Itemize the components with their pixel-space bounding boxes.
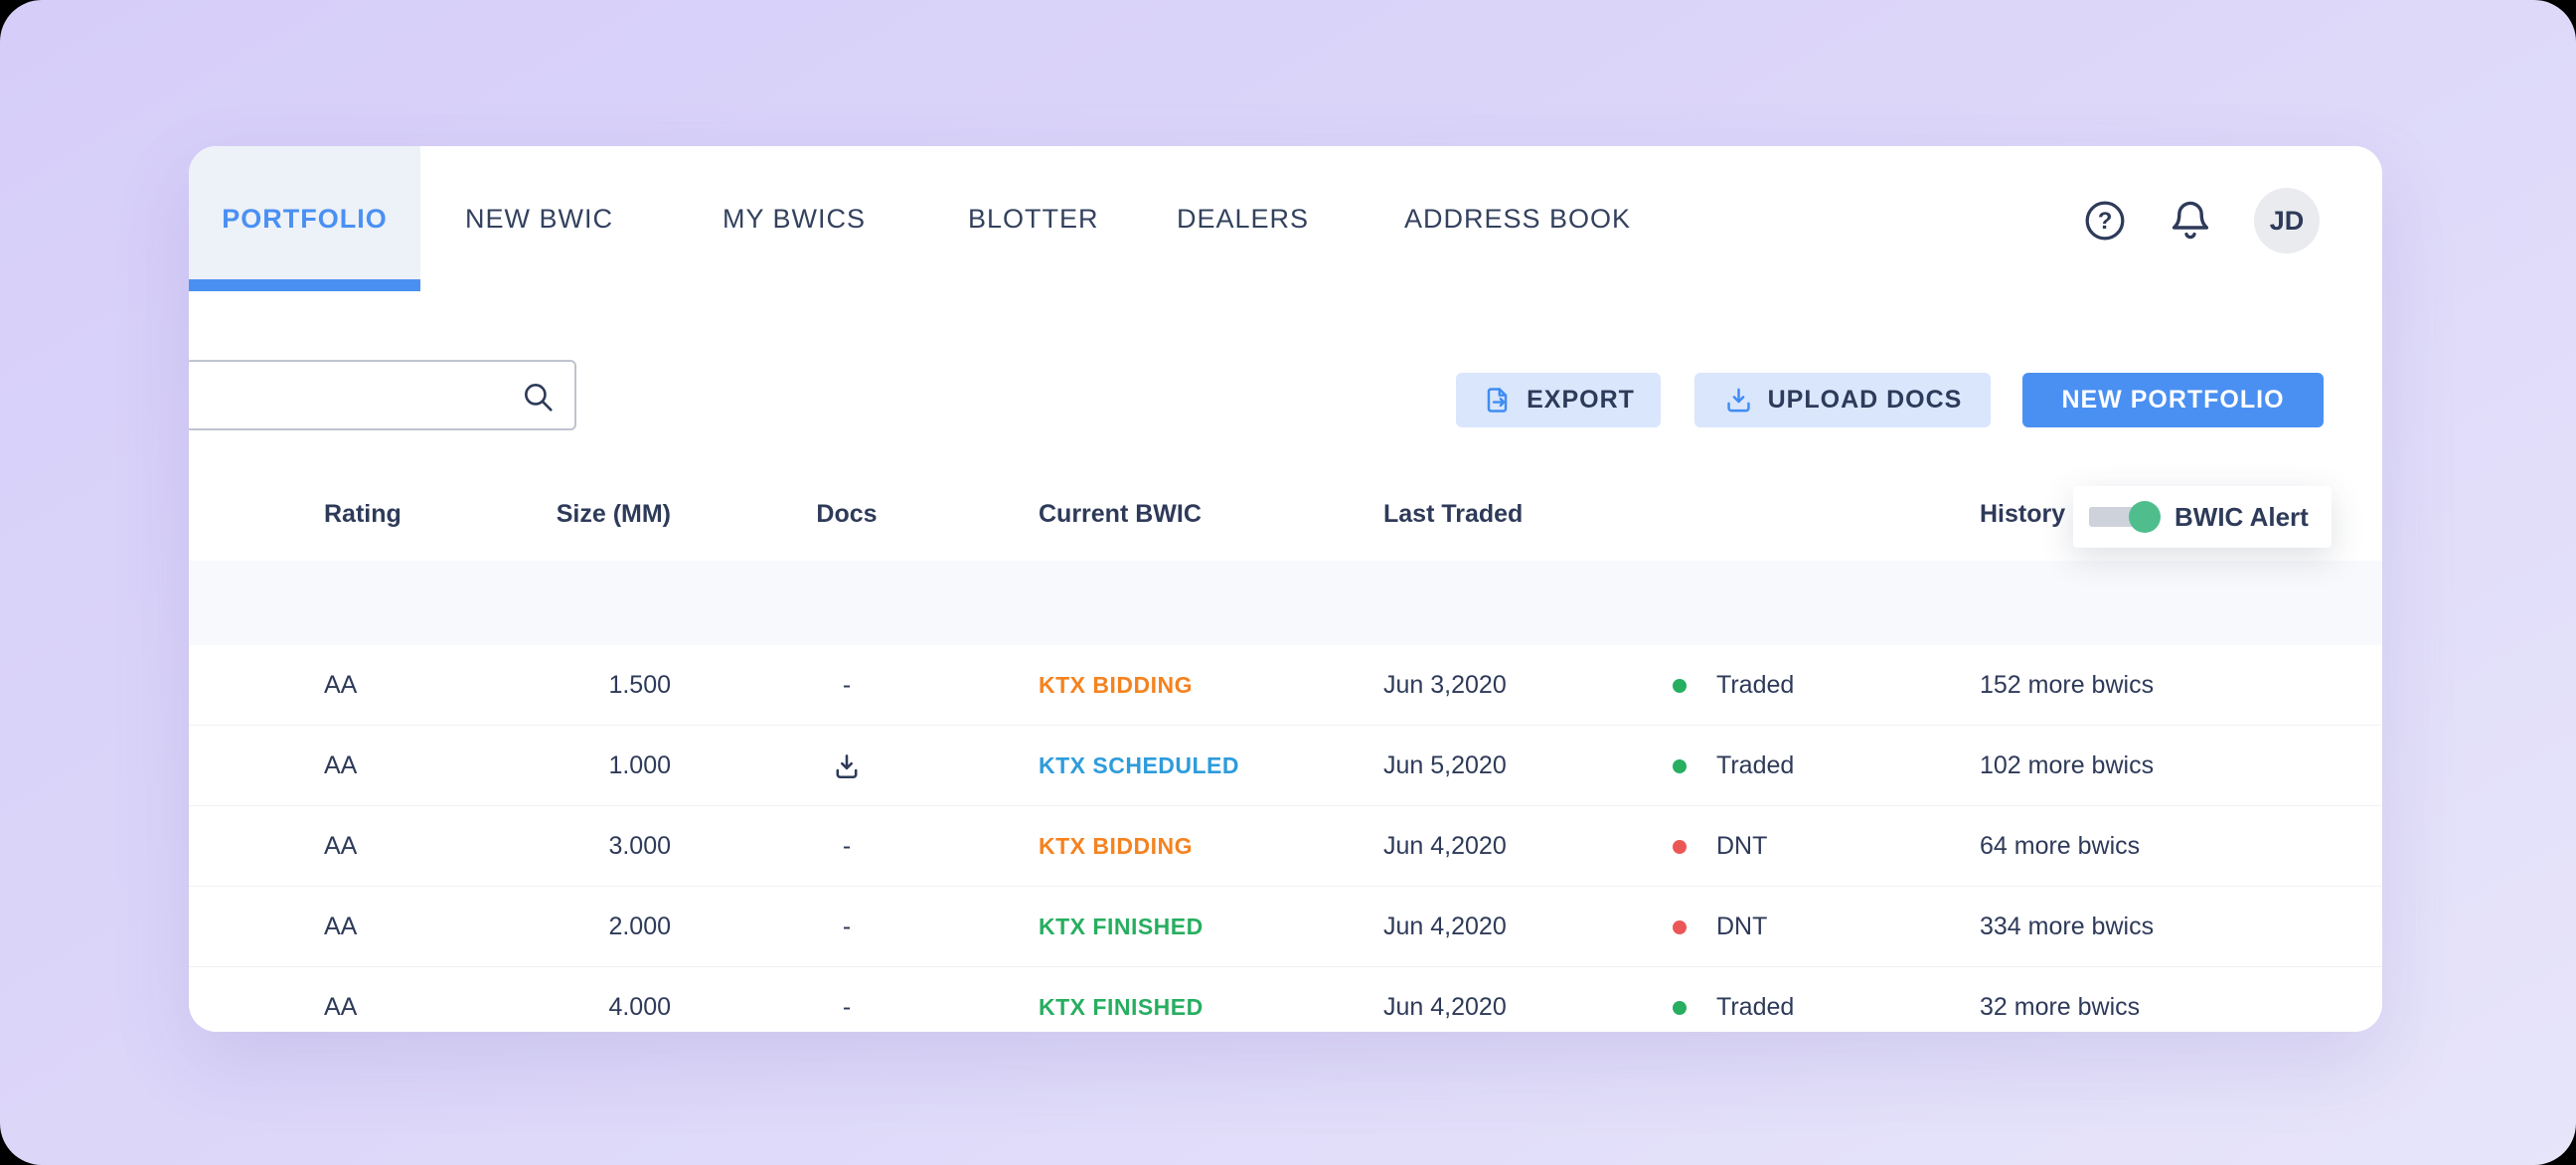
table-row[interactable]: AA 4.000 - KTX FINISHED Jun 4,2020 Trade… [189, 967, 2382, 1032]
current-bwic-link[interactable]: KTX BIDDING [1039, 833, 1193, 859]
status-dot [1673, 840, 1687, 854]
size-cell: 1.000 [608, 751, 671, 779]
rating-cell: AA [324, 751, 358, 779]
export-button[interactable]: EXPORT [1456, 373, 1661, 427]
docs-cell: - [842, 993, 852, 1021]
last-traded-cell: Jun 4,2020 [1383, 832, 1507, 860]
status-dot [1673, 679, 1687, 693]
tab-portfolio-label: PORTFOLIO [222, 204, 388, 234]
active-tab-underline [189, 279, 420, 291]
size-cell: 1.500 [608, 671, 671, 699]
status-label: DNT [1716, 913, 1768, 940]
tab-address-book-label: ADDRESS BOOK [1404, 204, 1632, 234]
history-link[interactable]: 32 more bwics [1980, 993, 2141, 1021]
search-input[interactable] [189, 362, 574, 428]
column-header-last-traded: Last Traded [1383, 500, 1524, 528]
help-icon[interactable]: ? [2082, 198, 2128, 249]
status-dot [1673, 759, 1687, 773]
tab-new-bwic[interactable]: NEW BWIC [465, 146, 613, 291]
status-label: Traded [1716, 751, 1795, 779]
table-row[interactable]: AA 1.000 KTX SCHEDULED Jun 5,2020 Traded… [189, 726, 2382, 806]
column-header-docs: Docs [816, 500, 878, 528]
bwic-alert-toggle[interactable] [2089, 501, 2161, 533]
table-row[interactable]: AA 1.500 - KTX BIDDING Jun 3,2020 Traded… [189, 645, 2382, 726]
size-cell: 2.000 [608, 913, 671, 940]
tab-dealers-label: DEALERS [1177, 204, 1310, 234]
bwic-alert-label: BWIC Alert [2174, 501, 2309, 532]
status-label: DNT [1716, 832, 1768, 860]
search-icon [525, 384, 553, 412]
top-nav: PORTFOLIO NEW BWIC MY BWICS BLOTTER DEAL… [189, 146, 2382, 291]
history-link[interactable]: 102 more bwics [1980, 751, 2155, 779]
last-traded-cell: Jun 4,2020 [1383, 993, 1507, 1021]
app-card: PORTFOLIO NEW BWIC MY BWICS BLOTTER DEAL… [189, 146, 2382, 1032]
rating-cell: AA [324, 913, 358, 940]
avatar-initials: JD [2269, 205, 2305, 236]
tab-portfolio[interactable]: PORTFOLIO [189, 146, 420, 291]
avatar[interactable]: JD [2254, 188, 2320, 253]
current-bwic-link[interactable]: KTX SCHEDULED [1039, 752, 1240, 778]
size-cell: 4.000 [608, 993, 671, 1021]
bell-icon[interactable] [2167, 197, 2214, 250]
tab-new-bwic-label: NEW BWIC [465, 204, 613, 234]
new-portfolio-button[interactable]: NEW PORTFOLIO [2022, 373, 2324, 427]
size-cell: 3.000 [608, 832, 671, 860]
status-dot [1673, 1001, 1687, 1015]
rating-cell: AA [324, 671, 358, 699]
current-bwic-link[interactable]: KTX FINISHED [1039, 914, 1204, 939]
last-traded-cell: Jun 3,2020 [1383, 671, 1507, 699]
new-portfolio-label: NEW PORTFOLIO [2061, 386, 2285, 414]
last-traded-cell: Jun 5,2020 [1383, 751, 1507, 779]
status-label: Traded [1716, 671, 1795, 699]
last-traded-cell: Jun 4,2020 [1383, 913, 1507, 940]
export-label: EXPORT [1527, 386, 1635, 414]
docs-cell: - [842, 671, 852, 699]
table-row[interactable]: AA 2.000 - KTX FINISHED Jun 4,2020 DNT 3… [189, 887, 2382, 967]
tab-address-book[interactable]: ADDRESS BOOK [1404, 146, 1631, 291]
status-dot [1673, 920, 1687, 934]
bwic-alert-popover: BWIC Alert [2073, 486, 2332, 548]
tab-dealers[interactable]: DEALERS [1177, 146, 1309, 291]
status-label: Traded [1716, 993, 1795, 1021]
tab-my-bwics-label: MY BWICS [723, 204, 867, 234]
rating-cell: AA [324, 993, 358, 1021]
search-box [189, 360, 576, 430]
bwic-alert-toggle-knob [2129, 501, 2161, 533]
svg-text:?: ? [2098, 208, 2113, 235]
upload-docs-icon [1726, 388, 1750, 413]
export-icon [1487, 388, 1508, 413]
column-header-size: Size (MM) [556, 500, 671, 528]
column-header-rating: Rating [324, 500, 402, 528]
current-bwic-link[interactable]: KTX BIDDING [1039, 672, 1193, 698]
tab-my-bwics[interactable]: MY BWICS [723, 146, 866, 291]
table-row[interactable]: AA 3.000 - KTX BIDDING Jun 4,2020 DNT 64… [189, 806, 2382, 887]
filter-row: Alert [189, 561, 2382, 1032]
upload-docs-label: UPLOAD DOCS [1767, 386, 1963, 414]
column-header-history: History [1980, 500, 2066, 528]
download-docs-icon [836, 754, 858, 779]
current-bwic-link[interactable]: KTX FINISHED [1039, 994, 1204, 1020]
rating-cell: AA [324, 832, 358, 860]
history-link[interactable]: 152 more bwics [1980, 671, 2155, 699]
docs-cell[interactable] [785, 726, 908, 806]
history-link[interactable]: 334 more bwics [1980, 913, 2155, 940]
tab-blotter[interactable]: BLOTTER [968, 146, 1099, 291]
upload-docs-button[interactable]: UPLOAD DOCS [1694, 373, 1991, 427]
column-header-current-bwic: Current BWIC [1039, 500, 1202, 528]
docs-cell: - [842, 832, 852, 860]
docs-cell: - [842, 913, 852, 940]
table-body: AA 1.500 - KTX BIDDING Jun 3,2020 Traded… [189, 645, 2382, 1032]
history-link[interactable]: 64 more bwics [1980, 832, 2141, 860]
tab-blotter-label: BLOTTER [968, 204, 1099, 234]
